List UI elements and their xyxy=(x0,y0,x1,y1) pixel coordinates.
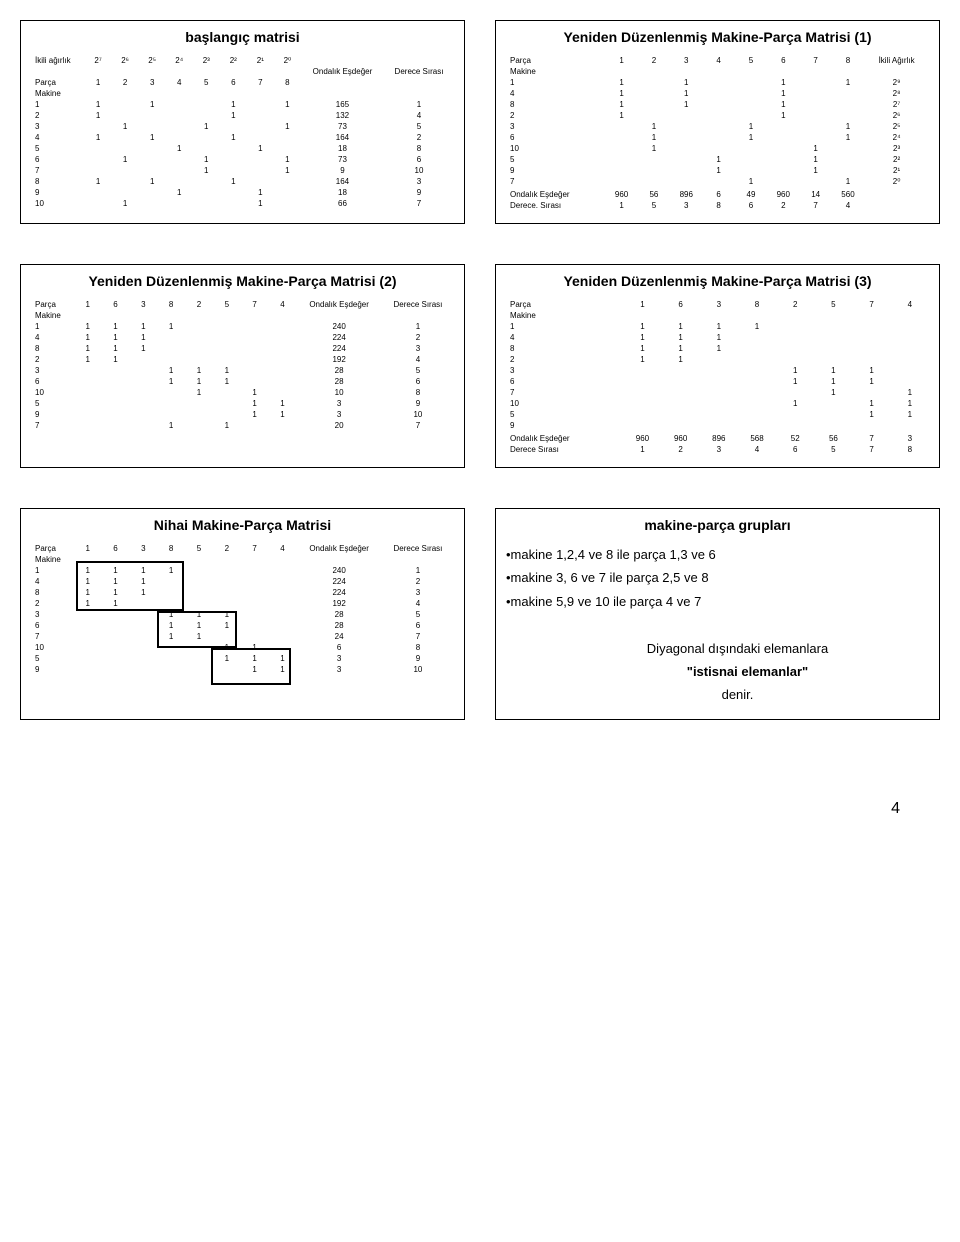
bullet-3: •makine 5,9 ve 10 ile parça 4 ve 7 xyxy=(506,590,929,613)
panel3-table: Parça16382574Ondalık EşdeğerDerece Sıras… xyxy=(31,299,454,431)
panel4-title: Yeniden Düzenlenmiş Makine-Parça Matrisi… xyxy=(506,273,929,289)
panel3-title: Yeniden Düzenlenmiş Makine-Parça Matrisi… xyxy=(31,273,454,289)
text-diyagonal: Diyagonal dışındaki elemanlara xyxy=(546,637,929,660)
panel-yeniden-2: Yeniden Düzenlenmiş Makine-Parça Matrisi… xyxy=(20,264,465,468)
panel-gruplar: makine-parça grupları •makine 1,2,4 ve 8… xyxy=(495,508,940,720)
panel1-table: İkili ağırlık2⁷2⁶2⁵2⁴2³2²2¹2⁰Ondalık Eşd… xyxy=(31,55,454,209)
text-istisnai: "istisnai elemanlar" xyxy=(566,660,929,683)
panel5-table: Parça16385274Ondalık EşdeğerDerece Sıras… xyxy=(31,543,454,675)
panel-yeniden-1: Yeniden Düzenlenmiş Makine-Parça Matrisi… xyxy=(495,20,940,224)
panel4-table: Parça16382574Makine111114111811121131116… xyxy=(506,299,929,455)
panel5-title: Nihai Makine-Parça Matrisi xyxy=(31,517,454,533)
panel-yeniden-3: Yeniden Düzenlenmiş Makine-Parça Matrisi… xyxy=(495,264,940,468)
page-number: 4 xyxy=(20,800,940,818)
panel-baslangic: başlangıç matrisi İkili ağırlık2⁷2⁶2⁵2⁴2… xyxy=(20,20,465,224)
bullet-2: •makine 3, 6 ve 7 ile parça 2,5 ve 8 xyxy=(506,566,929,589)
panel1-title: başlangıç matrisi xyxy=(31,29,454,45)
panel-nihai: Nihai Makine-Parça Matrisi Parça16385274… xyxy=(20,508,465,720)
panel2-title: Yeniden Düzenlenmiş Makine-Parça Matrisi… xyxy=(506,29,929,45)
text-denir: denir. xyxy=(546,683,929,706)
panel2-table: Parça12345678İkili AğırlıkMakine111112⁹4… xyxy=(506,55,929,211)
panel6-title: makine-parça grupları xyxy=(506,517,929,533)
bullet-1: •makine 1,2,4 ve 8 ile parça 1,3 ve 6 xyxy=(506,543,929,566)
